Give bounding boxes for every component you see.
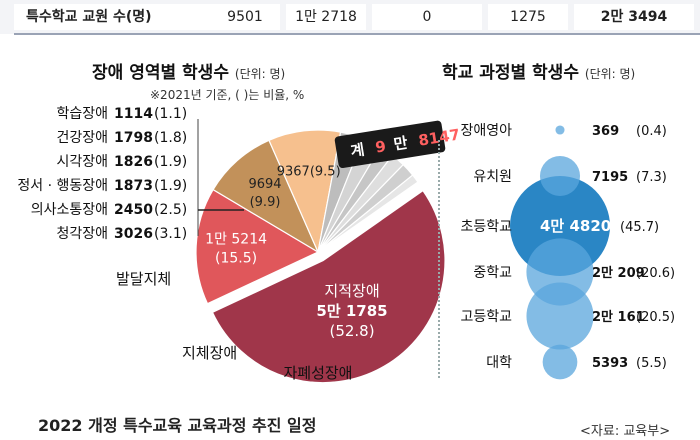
total-badge-prefix: 계: [349, 141, 365, 161]
left-chart-title: 장애 영역별 학생수 (단위: 명): [92, 58, 285, 83]
bubble-value-label: 5393: [592, 356, 628, 371]
pie-slice: [211, 189, 446, 384]
slice-name-label: 자폐성장애: [283, 364, 352, 382]
slice-name-label: 발달지체: [116, 270, 171, 288]
small-slice-name: 학습장애: [56, 106, 108, 122]
bubble-category-label: 대학: [486, 355, 512, 371]
bubble-category-label: 유치원: [473, 169, 512, 185]
small-slice-value: 1798: [114, 130, 153, 146]
small-slice-value: 2450: [114, 202, 153, 218]
bubble-pct-label: (5.5): [636, 356, 667, 371]
slice-name-label: 지체장애: [182, 344, 237, 362]
bubble-pct-label: (7.3): [636, 170, 667, 185]
bubble-value-label: 7195: [592, 170, 628, 185]
small-slice-value: 1826: [114, 154, 153, 170]
right-chart-title: 학교 과정별 학생수 (단위: 명): [442, 58, 635, 83]
bubble-value-label: 2만 209: [592, 265, 645, 281]
small-slice-name: 정서 · 행동장애: [17, 178, 108, 194]
pie-slice: [195, 188, 320, 305]
teacher-count-total: 2만 3494: [574, 4, 694, 30]
school-level-bubbles: [510, 125, 610, 380]
teacher-count-cell: 1만 2718: [286, 4, 366, 30]
schedule-heading: 2022 개정 특수교육 교육과정 추진 일정: [38, 416, 317, 435]
bubble-pct-label: (20.6): [636, 266, 675, 281]
small-slice-pct: (1.1): [154, 106, 187, 122]
small-slice-value: 3026: [114, 226, 153, 242]
bubble-value-label: 4만 4820: [540, 217, 611, 235]
bubble: [526, 282, 594, 350]
bubble: [539, 155, 581, 197]
slice-value-label: 9367(9.5): [277, 165, 341, 180]
slice-value-label: (52.8): [329, 322, 374, 340]
teacher-count-label: 특수학교 교원 수(명): [14, 4, 212, 30]
slice-value-label: 1만 5214: [205, 231, 267, 247]
bubble: [555, 125, 565, 135]
slice-value-label: 5만 1785: [316, 302, 387, 320]
pie-slice: [317, 174, 419, 253]
slice-value-label: (9.9): [250, 195, 281, 210]
bubble-pct-label: (20.5): [636, 310, 675, 325]
bubble-category-label: 장애영아: [460, 123, 512, 139]
left-chart-unit: (단위: 명): [234, 67, 286, 81]
small-slice-pct: (1.9): [154, 178, 187, 194]
teacher-count-cell: 0: [372, 4, 482, 30]
total-badge-bg: [334, 120, 446, 168]
bubble-category-label: 중학교: [473, 265, 512, 281]
top-divider: [14, 33, 700, 35]
slice-value-label: (15.5): [215, 250, 257, 266]
right-chart-unit: (단위: 명): [584, 67, 636, 81]
pie-labels: 지적장애 5만 1785 (52.8) 1만 5214 (15.5) 9694 (9.9) 9…: [17, 106, 387, 382]
bubble-pct-label: (0.4): [636, 124, 667, 139]
top-summary-row: 특수학교 교원 수(명) 9501 1만 2718 0 1275 2만 3494: [0, 0, 700, 34]
left-chart-title-text: 장애 영역별 학생수: [92, 63, 229, 83]
total-badge-num1: 9: [374, 137, 387, 156]
small-slice-value: 1873: [114, 178, 153, 194]
small-slice-pct: (2.5): [154, 202, 187, 218]
bubble-category-label: 초등학교: [460, 219, 512, 235]
teacher-count-cell: 1275: [488, 4, 568, 30]
chart-divider: [438, 140, 440, 378]
bubble-category-label: 고등학교: [460, 309, 512, 325]
bubble-value-label: 369: [592, 124, 619, 139]
left-chart-note: ※2021년 기준, ( )는 비율, %: [150, 88, 305, 102]
bubble: [542, 344, 578, 380]
small-slice-value: 1114: [114, 106, 153, 122]
source-note: <자료: 교육부>: [580, 424, 671, 439]
bubble-pct-label: (45.7): [620, 220, 659, 235]
small-slice-name: 의사소통장애: [31, 202, 108, 218]
slice-value-label: 9694: [248, 177, 281, 192]
total-badge-mid: 만: [392, 134, 409, 154]
right-chart-title-text: 학교 과정별 학생수: [442, 63, 579, 83]
small-slice-name: 시각장애: [56, 154, 108, 170]
teacher-count-cell: 9501: [210, 4, 280, 30]
small-slice-pct: (3.1): [154, 226, 187, 242]
bubble-value-label: 2만 161: [592, 309, 645, 325]
school-level-labels: 장애영아 369 (0.4) 유치원 7195 (7.3) 초등학교 4만 4820 (45.7…: [460, 123, 675, 371]
small-slice-name: 건강장애: [56, 130, 108, 146]
pie-slice: [212, 139, 320, 254]
slice-value-label: 지적장애: [324, 282, 379, 300]
small-slice-pct: (1.8): [154, 130, 187, 146]
small-slice-pct: (1.9): [154, 154, 187, 170]
pie-slices: [195, 129, 446, 384]
small-slice-name: 청각장애: [56, 226, 108, 242]
pie-leader-lines: [197, 119, 244, 236]
